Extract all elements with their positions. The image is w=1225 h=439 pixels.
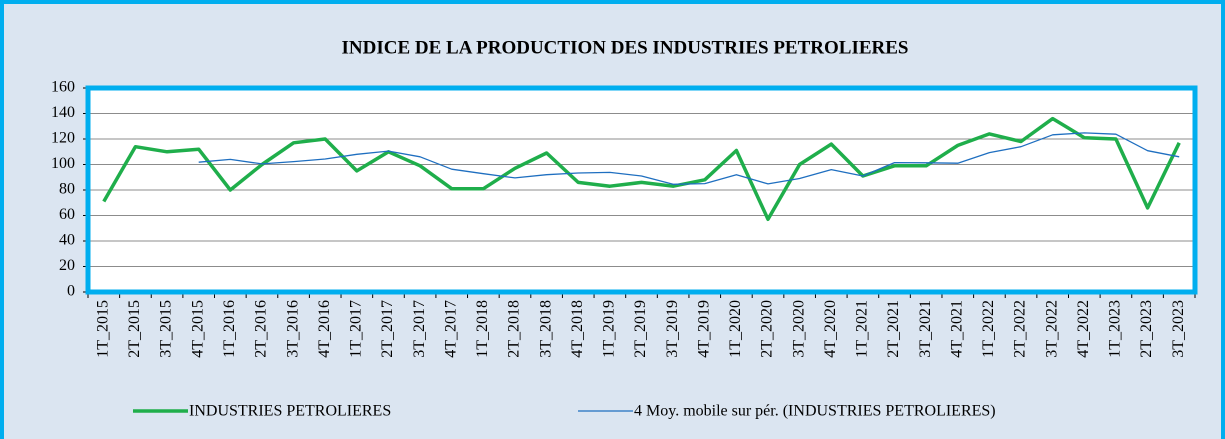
x-tick-label: 1T_2022 — [980, 300, 997, 358]
x-tick-label: 3T_2019 — [664, 300, 681, 358]
y-tick-label: 140 — [51, 104, 75, 121]
y-tick-label: 20 — [59, 257, 75, 274]
x-tick-label: 2T_2015 — [126, 300, 143, 358]
x-tick-label: 1T_2020 — [727, 300, 744, 358]
x-tick-label: 3T_2015 — [158, 300, 175, 358]
y-tick-label: 40 — [59, 232, 75, 249]
x-tick-label: 4T_2018 — [569, 300, 586, 358]
x-tick-label: 4T_2022 — [1075, 300, 1092, 358]
x-tick-label: 2T_2021 — [885, 300, 902, 358]
x-tick-label: 2T_2022 — [1012, 300, 1029, 358]
x-tick-label: 2T_2019 — [632, 300, 649, 358]
x-tick-label: 1T_2019 — [601, 300, 618, 358]
x-tick-label: 4T_2019 — [695, 300, 712, 358]
y-tick-label: 160 — [51, 79, 75, 96]
x-tick-label: 2T_2018 — [506, 300, 523, 358]
x-tick-label: 4T_2017 — [442, 300, 459, 358]
x-tick-label: 4T_2016 — [316, 300, 333, 358]
x-tick-label: 3T_2020 — [790, 300, 807, 358]
legend-label: 4 Moy. mobile sur pér. (INDUSTRIES PETRO… — [634, 403, 996, 420]
chart-title: INDICE DE LA PRODUCTION DES INDUSTRIES P… — [342, 37, 909, 58]
x-tick-label: 3T_2022 — [1043, 300, 1060, 358]
x-tick-label: 2T_2020 — [759, 300, 776, 358]
x-tick-label: 3T_2016 — [284, 300, 301, 358]
x-tick-label: 1T_2015 — [94, 300, 111, 358]
x-tick-label: 2T_2023 — [1138, 300, 1155, 358]
series-line — [198, 132, 1180, 185]
series-line — [102, 116, 1181, 222]
x-tick-label: 2T_2017 — [379, 300, 396, 358]
x-tick-label: 2T_2016 — [253, 300, 270, 358]
x-tick-label: 4T_2015 — [189, 300, 206, 358]
x-tick-label: 3T_2017 — [411, 300, 428, 358]
x-tick-label: 4T_2021 — [948, 300, 965, 358]
y-tick-label: 60 — [59, 206, 75, 223]
y-tick-label: 0 — [67, 283, 75, 300]
x-tick-label: 1T_2017 — [348, 300, 365, 358]
x-tick-label: 3T_2023 — [1170, 300, 1187, 358]
x-tick-label: 1T_2021 — [854, 300, 871, 358]
x-tick-label: 3T_2021 — [917, 300, 934, 358]
y-tick-label: 100 — [51, 155, 75, 172]
x-tick-label: 1T_2018 — [474, 300, 491, 358]
x-tick-label: 3T_2018 — [537, 300, 554, 358]
legend-label: INDUSTRIES PETROLIERES — [189, 403, 391, 420]
plot-border — [85, 85, 1198, 295]
y-tick-label: 80 — [59, 181, 75, 198]
x-tick-label: 1T_2023 — [1107, 300, 1124, 358]
y-tick-label: 120 — [51, 130, 75, 147]
x-tick-label: 1T_2016 — [221, 300, 238, 358]
x-tick-label: 4T_2020 — [822, 300, 839, 358]
